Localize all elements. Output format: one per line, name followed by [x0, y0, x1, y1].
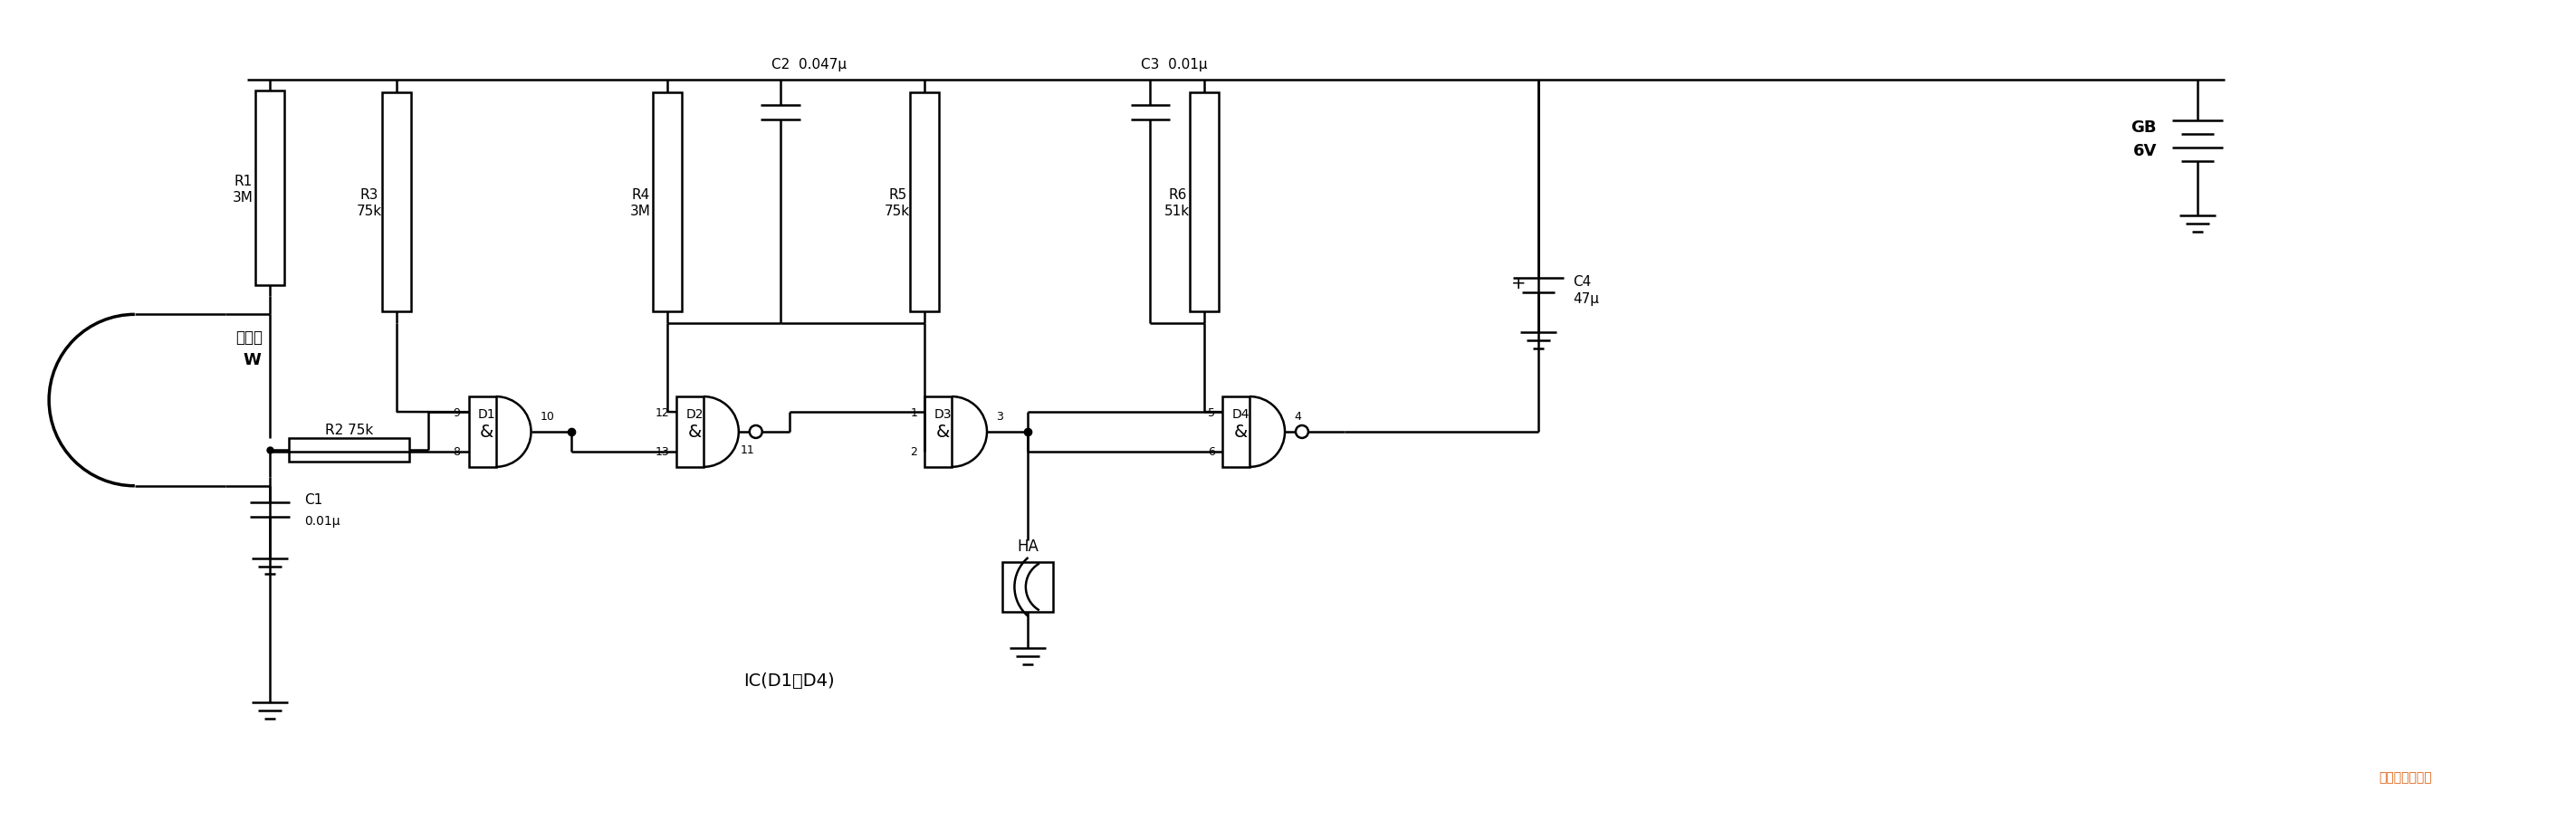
Text: C2  0.047μ: C2 0.047μ — [770, 58, 848, 71]
Text: C1: C1 — [304, 493, 322, 507]
Text: 维库电子市场网: 维库电子市场网 — [2378, 770, 2432, 783]
Text: +: + — [1512, 275, 1525, 292]
Text: 2: 2 — [909, 446, 917, 458]
Text: R3: R3 — [361, 188, 379, 202]
Text: 9: 9 — [453, 407, 459, 419]
Text: C4: C4 — [1574, 275, 1592, 289]
Text: 6V: 6V — [2133, 143, 2156, 159]
Text: 12: 12 — [654, 407, 670, 419]
Bar — [1190, 93, 1218, 312]
Text: IC(D1～D4): IC(D1～D4) — [744, 671, 835, 689]
Text: W: W — [242, 352, 260, 368]
Bar — [381, 93, 412, 312]
Text: 13: 13 — [654, 446, 670, 458]
Text: R4: R4 — [631, 188, 649, 202]
Text: 0.01μ: 0.01μ — [304, 514, 340, 527]
Text: HA: HA — [1018, 538, 1038, 554]
Text: 75k: 75k — [884, 205, 909, 218]
Text: &: & — [1234, 424, 1247, 440]
Text: &: & — [688, 424, 701, 440]
Text: 5: 5 — [1208, 407, 1216, 419]
Text: C3  0.01μ: C3 0.01μ — [1141, 58, 1208, 71]
Text: 3M: 3M — [631, 205, 652, 218]
Text: 51k: 51k — [1164, 205, 1190, 218]
Text: D3: D3 — [935, 408, 951, 420]
Text: 75k: 75k — [355, 205, 381, 218]
Text: 4: 4 — [1293, 410, 1301, 422]
Bar — [469, 397, 495, 467]
Text: 8: 8 — [453, 446, 459, 458]
Text: GB: GB — [2130, 119, 2156, 136]
Text: 10: 10 — [541, 410, 554, 422]
Bar — [652, 93, 683, 312]
Text: R2 75k: R2 75k — [325, 424, 374, 437]
Text: D2: D2 — [685, 408, 703, 420]
Text: R6: R6 — [1167, 188, 1188, 202]
Bar — [909, 93, 940, 312]
Bar — [925, 397, 951, 467]
Text: 6: 6 — [1208, 446, 1216, 458]
Text: R5: R5 — [889, 188, 907, 202]
Text: 3: 3 — [997, 410, 1002, 422]
Text: 1: 1 — [909, 407, 917, 419]
Bar — [1224, 397, 1249, 467]
Text: &: & — [935, 424, 951, 440]
Bar — [677, 397, 703, 467]
Text: 11: 11 — [739, 445, 755, 456]
Text: 3M: 3M — [232, 191, 252, 205]
Bar — [289, 439, 410, 461]
Bar — [1002, 562, 1054, 612]
Bar — [255, 91, 283, 286]
Text: D1: D1 — [479, 408, 495, 420]
Text: &: & — [479, 424, 495, 440]
Text: 47μ: 47μ — [1574, 292, 1600, 305]
Text: R1: R1 — [234, 175, 252, 188]
Text: 警戞线: 警戞线 — [237, 330, 263, 346]
Text: D4: D4 — [1231, 408, 1249, 420]
